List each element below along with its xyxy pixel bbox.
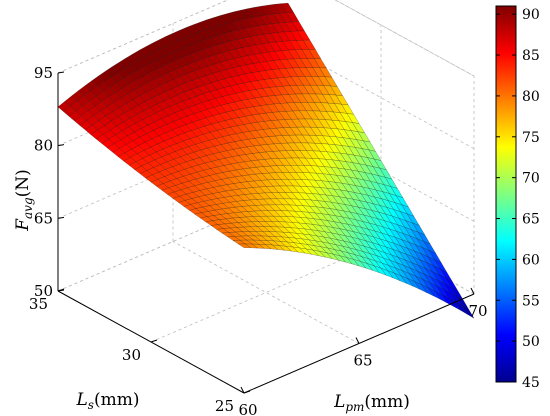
- z-axis-label: Favg(N): [13, 169, 35, 232]
- y-tick-label: 35: [29, 295, 48, 313]
- z-tick-label: 95: [34, 64, 53, 82]
- y-tick-label: 25: [215, 397, 234, 415]
- colorbar-tick-label: 45: [522, 375, 540, 391]
- colorbar-tick-label: 70: [522, 171, 540, 187]
- colorbar-tick-label: 85: [522, 48, 540, 64]
- z-tick-label: 65: [34, 209, 53, 227]
- colorbar-tick-label: 60: [522, 252, 540, 268]
- x-tick-mark: [240, 386, 245, 394]
- z-tick-label: 80: [34, 137, 53, 155]
- z-tick-mark: [57, 144, 65, 147]
- x-tick-label: 70: [468, 302, 487, 320]
- colorbar-tick-label: 55: [522, 293, 540, 309]
- x-tick-label: 65: [353, 352, 372, 370]
- colorbar-tick-label: 90: [522, 7, 540, 23]
- x-tick-mark: [470, 287, 475, 295]
- colorbar-tick-label: 50: [522, 334, 540, 350]
- y-tick-mark: [243, 390, 251, 394]
- x-axis-label: Lpm(mm): [333, 392, 410, 414]
- y-tick-label: 30: [122, 346, 141, 364]
- y-axis-label: Ls(mm): [76, 390, 140, 412]
- colorbar-tick-label: 80: [522, 89, 540, 105]
- z-tick-mark: [57, 216, 65, 219]
- surface-mesh: [57, 2, 475, 319]
- x-tick-label: 60: [238, 401, 257, 416]
- x-tick-mark: [355, 337, 360, 344]
- y-tick-mark: [150, 339, 158, 343]
- surface-cell: [237, 243, 252, 248]
- colorbar: [495, 5, 517, 383]
- colorbar-ticks: 45 50 55 60 65 70 75 80 85 90: [496, 7, 540, 391]
- axis-ticks: 50 65 80 95 25 30 35 60 65 70: [29, 64, 488, 416]
- y-tick-mark: [57, 288, 65, 292]
- colorbar-tick-label: 75: [522, 130, 540, 146]
- grid-line: [57, 0, 475, 77]
- colorbar-tick-label: 65: [522, 212, 540, 228]
- grid-line: [172, 241, 360, 344]
- z-tick-mark: [57, 71, 65, 74]
- z-tick-label: 50: [34, 282, 53, 300]
